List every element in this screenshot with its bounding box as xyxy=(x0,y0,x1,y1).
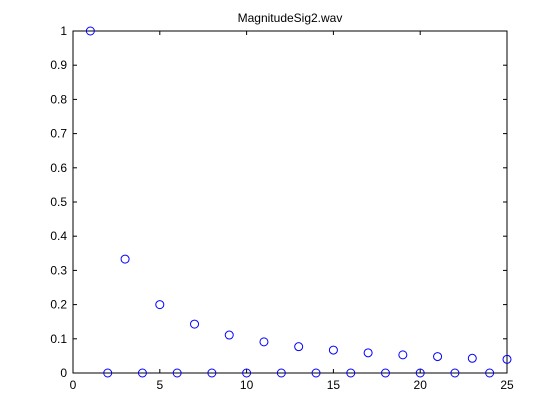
x-tick-label: 15 xyxy=(327,378,341,392)
data-point xyxy=(103,368,113,378)
data-point xyxy=(120,254,130,264)
y-axis: 0 0.1 0.2 0.3 0.4 0.5 0.6 0.7 0.8 0.9 1 xyxy=(50,24,507,380)
data-point xyxy=(380,368,390,378)
data-point xyxy=(155,300,165,310)
data-point xyxy=(276,368,286,378)
data-point xyxy=(294,342,304,352)
y-tick-label: 0 xyxy=(60,366,67,380)
data-point xyxy=(172,368,182,378)
x-axis: 0 5 10 15 20 25 xyxy=(70,31,514,392)
y-tick-label: 0.4 xyxy=(50,229,67,243)
data-point xyxy=(224,330,234,340)
y-tick-label: 0.2 xyxy=(50,298,67,312)
y-tick-label: 0.3 xyxy=(50,263,67,277)
data-point xyxy=(433,352,443,362)
y-tick-label: 0.1 xyxy=(50,332,67,346)
data-point xyxy=(485,368,495,378)
x-tick-label: 20 xyxy=(414,378,428,392)
y-tick-label: 0.9 xyxy=(50,58,67,72)
y-tick-label: 0.8 xyxy=(50,92,67,106)
x-tick-label: 5 xyxy=(156,378,163,392)
y-tick-label: 1 xyxy=(60,24,67,38)
y-tick-label: 0.6 xyxy=(50,161,67,175)
y-tick-label: 0.7 xyxy=(50,127,67,141)
data-point xyxy=(502,354,512,364)
data-point xyxy=(242,368,252,378)
data-point xyxy=(85,26,95,36)
data-point xyxy=(398,350,408,360)
data-point xyxy=(450,368,460,378)
data-point xyxy=(311,368,321,378)
data-point xyxy=(363,348,373,358)
y-tick-label: 0.5 xyxy=(50,195,67,209)
data-point xyxy=(328,345,338,355)
data-point xyxy=(415,368,425,378)
data-point xyxy=(467,353,477,363)
x-tick-label: 10 xyxy=(240,378,254,392)
data-point xyxy=(207,368,217,378)
x-tick-label: 0 xyxy=(70,378,77,392)
data-point xyxy=(137,368,147,378)
data-point xyxy=(346,368,356,378)
data-point xyxy=(190,319,200,329)
chart-title: MagnitudeSig2.wav xyxy=(238,11,343,25)
data-point xyxy=(259,337,269,347)
plot-area xyxy=(72,30,508,374)
x-tick-label: 25 xyxy=(500,378,514,392)
data-markers xyxy=(85,26,512,378)
